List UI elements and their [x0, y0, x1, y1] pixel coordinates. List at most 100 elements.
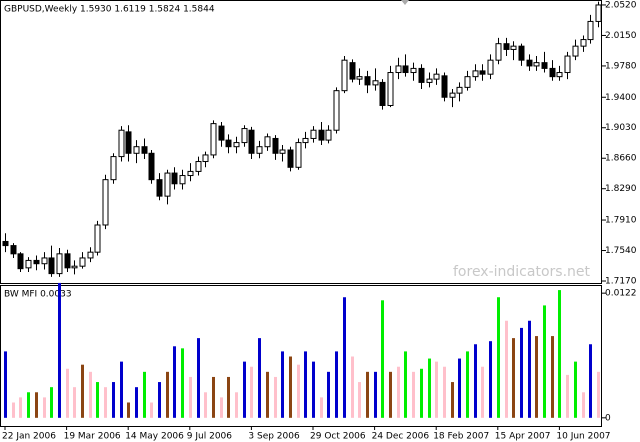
mfi-bar — [250, 366, 253, 418]
candle-body — [556, 72, 563, 78]
candle-body — [595, 4, 602, 22]
candle-body — [10, 245, 17, 255]
mfi-bar — [358, 382, 361, 418]
mfi-bar — [458, 358, 461, 418]
x-tick-label: 15 Apr 2007 — [495, 432, 551, 442]
mfi-bar — [520, 327, 523, 418]
mfi-bar — [66, 368, 69, 418]
mfi-bar — [204, 392, 207, 418]
candle-body — [156, 179, 163, 197]
candle-body — [503, 43, 510, 50]
candle-body — [48, 257, 55, 275]
mfi-bar — [289, 356, 292, 418]
mfi-bar — [420, 368, 423, 418]
candle-body — [225, 139, 232, 148]
candle-body — [25, 259, 32, 269]
mfi-bar — [197, 338, 200, 418]
candle-body — [110, 156, 117, 181]
mfi-bar — [597, 371, 600, 418]
candle-body — [433, 73, 440, 80]
candle-body — [94, 224, 101, 253]
candle-body — [456, 86, 463, 94]
candle-body — [171, 172, 178, 185]
mfi-bar — [266, 371, 269, 418]
candle-body — [572, 45, 579, 57]
candle-body — [264, 136, 271, 148]
mfi-bar — [466, 351, 469, 418]
candle-body — [464, 76, 471, 88]
candle-body — [487, 59, 494, 75]
candle-body — [580, 39, 587, 47]
mfi-bar — [104, 387, 107, 418]
candle-body — [71, 265, 78, 269]
candle-body — [64, 253, 71, 269]
candle-body — [241, 128, 248, 144]
candle-body — [518, 45, 525, 61]
mfi-bar — [112, 382, 115, 418]
mfi-bar — [366, 371, 369, 418]
y-tick-label: 1.9400 — [605, 93, 637, 103]
candle-body — [102, 179, 109, 226]
mfi-bar — [327, 371, 330, 418]
candle-body — [541, 62, 548, 69]
price-pane — [0, 0, 602, 284]
mfi-bar — [389, 371, 392, 418]
candle-body — [118, 129, 125, 158]
mfi-bar — [243, 361, 246, 418]
candle-body — [526, 59, 533, 67]
candle-body — [418, 67, 425, 83]
mfi-bar — [489, 341, 492, 418]
mfi-bar — [374, 371, 377, 418]
mfi-bar — [281, 351, 284, 418]
candle-body — [233, 142, 240, 148]
candle-body — [295, 142, 302, 168]
mfi-bar — [551, 336, 554, 418]
x-tick-label: 29 Oct 2006 — [310, 432, 366, 442]
mfi-bar — [127, 402, 130, 418]
mfi-bar — [451, 382, 454, 418]
candle-body — [33, 259, 40, 265]
candle-body — [387, 72, 394, 106]
y-tick-label: 1.8660 — [605, 154, 637, 164]
candle-body — [349, 62, 356, 80]
mfi-bar — [143, 371, 146, 418]
watermark: forex-indicators.net — [453, 264, 591, 280]
candle-body — [441, 75, 448, 98]
mfi-bar — [543, 305, 546, 418]
candle-body — [325, 129, 332, 141]
y-tick-label: 2.0150 — [605, 31, 637, 41]
candle-body — [318, 129, 325, 141]
x-tick-label: 3 Sep 2006 — [248, 432, 300, 442]
y-tick-label: 2.0520 — [605, 0, 637, 10]
y-tick-label: 1.7910 — [605, 216, 637, 226]
candle-body — [248, 129, 255, 154]
y-tick-label: 1.9780 — [605, 61, 637, 71]
mfi-bar — [81, 364, 84, 418]
candle-body — [272, 137, 279, 154]
candle-body — [402, 65, 409, 74]
mfi-bar — [96, 382, 99, 418]
indicator-pane — [0, 285, 602, 427]
candle-body — [287, 149, 294, 168]
x-tick-label: 9 Jul 2006 — [187, 432, 232, 442]
x-tick-label: 10 Jun 2007 — [556, 432, 610, 442]
candle-body — [125, 131, 132, 154]
candle-body — [549, 67, 556, 78]
mfi-bar — [381, 300, 384, 418]
mfi-bar — [173, 346, 176, 418]
candle-body — [79, 257, 86, 267]
candle-body — [256, 146, 263, 154]
mfi-bar — [4, 351, 7, 418]
mfi-bar — [58, 282, 61, 418]
mfi-bar — [428, 358, 431, 418]
candle-body — [310, 129, 317, 139]
mfi-bar — [404, 351, 407, 418]
mfi-bar — [73, 387, 76, 418]
candle-body — [479, 70, 486, 75]
x-tick-label: 18 Feb 2007 — [433, 432, 489, 442]
mfi-bar — [297, 364, 300, 418]
mfi-bar — [89, 371, 92, 418]
y-tick-label: 1.8290 — [605, 184, 637, 194]
candle-body — [410, 67, 417, 74]
